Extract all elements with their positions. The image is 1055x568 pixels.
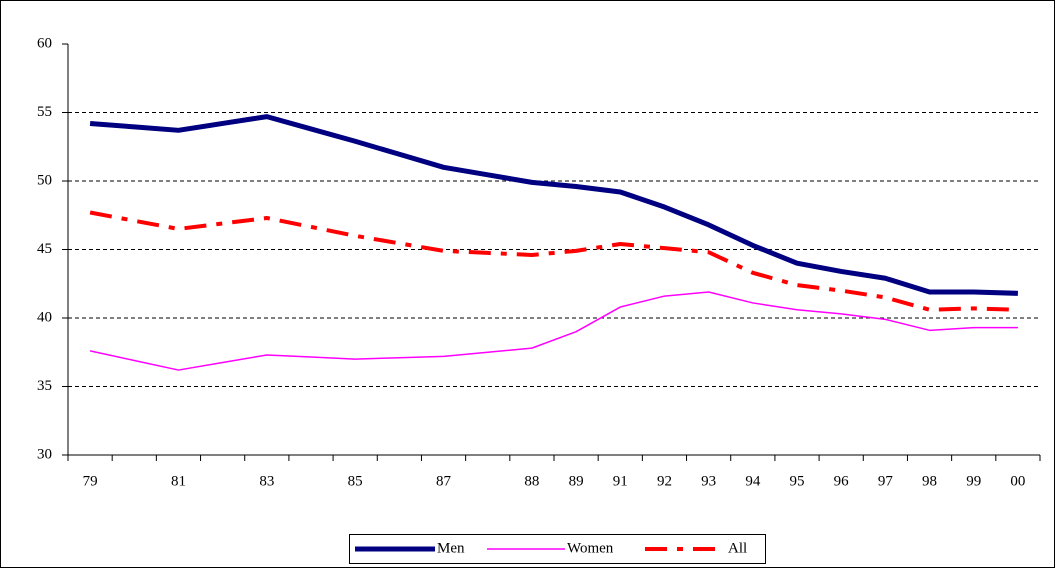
x-tick-label: 91 (613, 473, 628, 489)
x-tick-label: 95 (790, 473, 805, 489)
y-tick-label: 35 (37, 378, 52, 394)
y-tick-label: 40 (37, 309, 52, 325)
y-tick-label: 45 (37, 241, 52, 257)
x-tick-label: 79 (83, 473, 98, 489)
x-tick-label: 98 (922, 473, 937, 489)
x-tick-label: 93 (701, 473, 716, 489)
legend-label: Women (567, 540, 614, 556)
y-tick-label: 30 (37, 446, 52, 462)
y-tick-label: 55 (37, 104, 52, 120)
x-tick-label: 81 (171, 473, 186, 489)
legend-label: All (728, 540, 747, 556)
x-tick-label: 88 (524, 473, 539, 489)
x-tick-label: 94 (745, 473, 761, 489)
x-tick-label: 83 (259, 473, 274, 489)
x-tick-label: 92 (657, 473, 672, 489)
x-tick-label: 89 (569, 473, 584, 489)
x-tick-label: 00 (1010, 473, 1025, 489)
x-tick-label: 85 (348, 473, 363, 489)
series-line (89, 114, 1018, 296)
series-line (89, 291, 1018, 371)
legend-label: Men (437, 540, 465, 556)
y-tick-label: 50 (37, 172, 52, 188)
x-tick-label: 99 (966, 473, 981, 489)
y-tick-label: 60 (37, 35, 52, 51)
x-tick-label: 87 (436, 473, 452, 489)
x-tick-label: 97 (878, 473, 894, 489)
x-tick-label: 96 (834, 473, 850, 489)
series-line (89, 210, 1018, 312)
